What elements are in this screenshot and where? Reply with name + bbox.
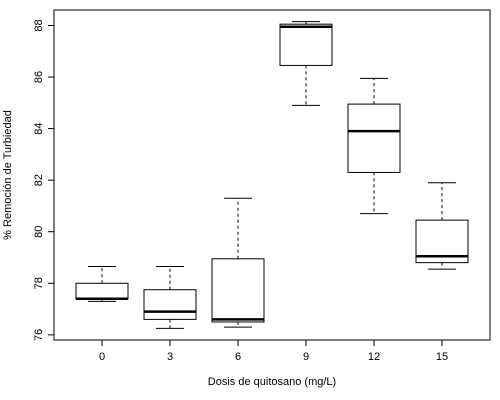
x-tick-label: 3: [167, 351, 173, 363]
box-15: [415, 182, 469, 270]
box-9: [279, 21, 333, 106]
box-6: [211, 197, 265, 328]
y-tick-label: 76: [33, 329, 45, 341]
plot-frame: [53, 9, 491, 341]
x-tick-label: 15: [436, 351, 448, 363]
y-tick-label: 78: [33, 277, 45, 289]
box-rect: [211, 258, 265, 323]
box-rect: [75, 282, 129, 300]
y-tick-label: 80: [33, 226, 45, 238]
x-tick-label: 6: [235, 351, 241, 363]
y-tick-label: 88: [33, 19, 45, 31]
x-tick-label: 0: [99, 351, 105, 363]
x-tick-label: 9: [303, 351, 309, 363]
box-3: [143, 266, 197, 329]
x-tick-label: 12: [368, 351, 380, 363]
y-axis-title: % Remoción de Turbiedad: [2, 110, 14, 240]
y-tick-label: 84: [33, 122, 45, 134]
y-tick-label: 86: [33, 71, 45, 83]
box-rect: [143, 289, 197, 320]
x-axis-title: Dosis de quitosano (mg/L): [208, 376, 336, 388]
box-rect: [279, 23, 333, 66]
box-12: [347, 77, 401, 215]
box-0: [75, 266, 129, 302]
y-axis: 76 78 80 82 84 86 88: [33, 19, 54, 341]
box-rect: [347, 103, 401, 173]
boxes-group: [75, 21, 469, 329]
x-axis: 0 3 6 9 12 15: [99, 340, 448, 363]
y-tick-label: 82: [33, 174, 45, 186]
